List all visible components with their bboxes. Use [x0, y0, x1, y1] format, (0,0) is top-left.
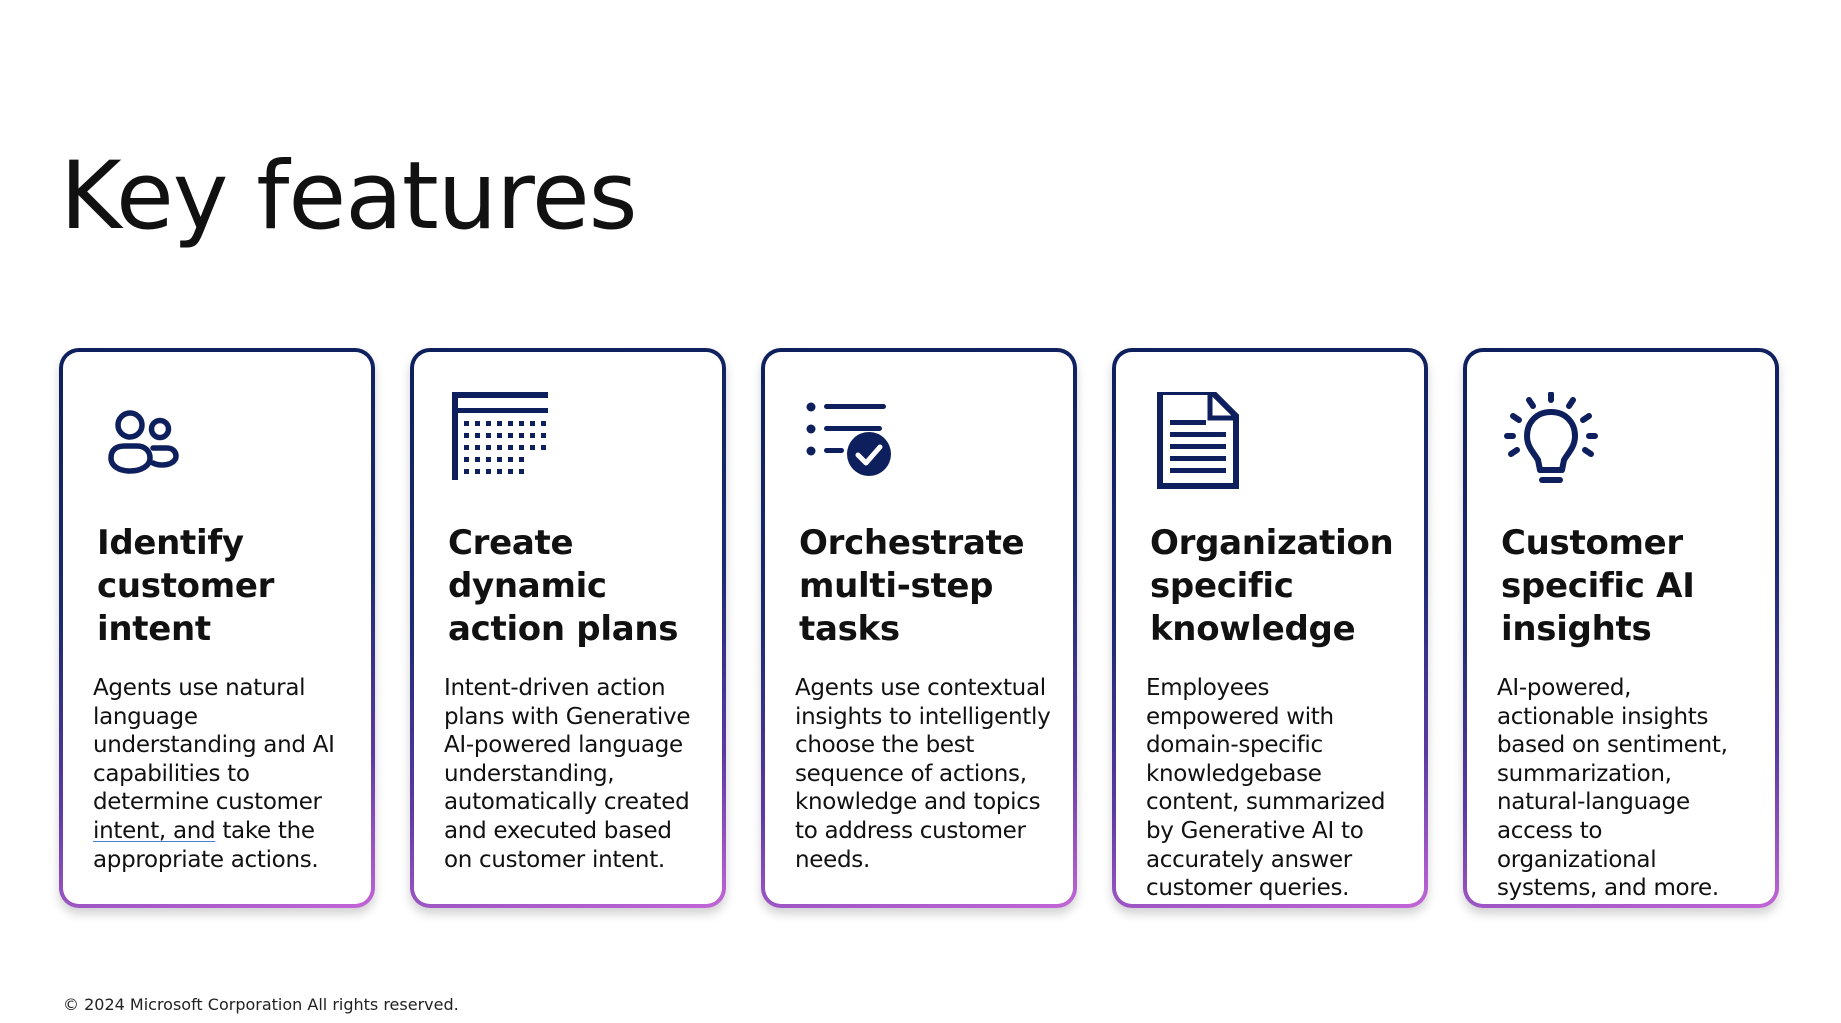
card-body: Identify customer intent Agents use natu… [63, 352, 371, 904]
card-body: Organization specific knowledge Employee… [1116, 352, 1424, 904]
lightbulb-icon [1501, 392, 1601, 492]
card-description-part: take the appropriate actions. [93, 817, 319, 873]
card-title: Identify customer intent [97, 523, 275, 649]
card-description: Employees empowered with domain-specific… [1146, 675, 1386, 902]
document-icon [1150, 392, 1250, 492]
feature-card-org-knowledge: Organization specific knowledge Employee… [1112, 348, 1428, 908]
card-title: Create dynamic action plans [448, 523, 679, 649]
card-description: Intent-driven action plans with Generati… [444, 675, 691, 873]
people-icon [97, 392, 197, 492]
card-body: Create dynamic action plans Intent-drive… [414, 352, 722, 904]
card-description: AI-powered, actionable insights based on… [1497, 675, 1728, 902]
card-description-marked: intent, and [93, 817, 216, 844]
card-description-part: Agents use natural language understandin… [93, 675, 335, 816]
copyright-footer: © 2024 Microsoft Corporation All rights … [63, 995, 459, 1014]
card-description: Agents use natural language understandin… [93, 674, 351, 874]
card-description: Agents use contextual insights to intell… [795, 675, 1051, 873]
feature-card-orchestrate: Orchestrate multi-step tasks Agents use … [761, 348, 1077, 908]
card-title: Orchestrate multi-step tasks [799, 523, 1025, 649]
card-title: Organization specific knowledge [1150, 523, 1394, 649]
feature-card-ai-insights: Customer specific AI insights AI-powered… [1463, 348, 1779, 908]
feature-card-action-plans: Create dynamic action plans Intent-drive… [410, 348, 726, 908]
card-body: Orchestrate multi-step tasks Agents use … [765, 352, 1073, 904]
calendar-grid-icon [448, 392, 548, 492]
feature-card-identify-intent: Identify customer intent Agents use natu… [59, 348, 375, 908]
card-title: Customer specific AI insights [1501, 523, 1695, 649]
checklist-icon [799, 392, 899, 492]
card-body: Customer specific AI insights AI-powered… [1467, 352, 1775, 904]
page-title: Key features [60, 142, 638, 251]
feature-cards: Identify customer intent Agents use natu… [59, 348, 1779, 908]
